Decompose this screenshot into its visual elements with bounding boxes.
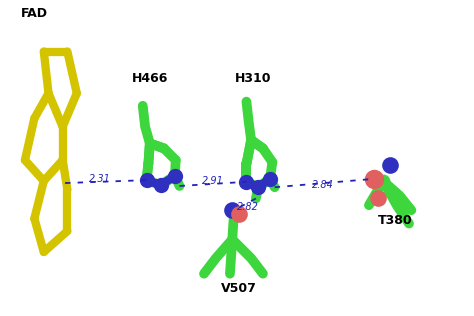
Text: V507: V507 (221, 282, 257, 295)
Text: T380: T380 (378, 214, 412, 227)
Text: 2.84: 2.84 (312, 180, 334, 190)
Text: 2.31: 2.31 (90, 174, 111, 184)
Text: H466: H466 (132, 72, 168, 85)
Text: H310: H310 (235, 72, 272, 85)
Text: 2.82: 2.82 (237, 202, 259, 212)
Text: FAD: FAD (21, 7, 48, 20)
Text: 2.91: 2.91 (201, 176, 223, 186)
